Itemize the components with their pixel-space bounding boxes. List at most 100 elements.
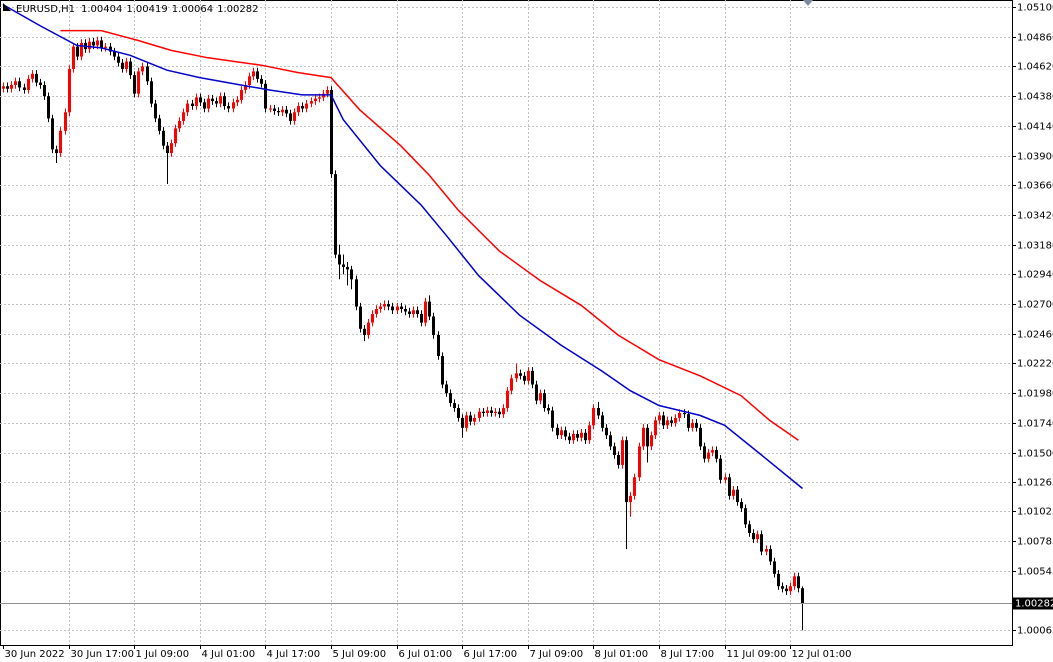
candle-body	[27, 78, 30, 90]
candle-body	[359, 306, 362, 329]
y-tick-label: 1.00785	[1017, 537, 1053, 548]
candle-body	[621, 440, 624, 465]
candle-body	[473, 417, 476, 422]
candle-body	[260, 78, 263, 84]
x-tick-label: 12 Jul 01:00	[792, 649, 852, 660]
candle-body	[765, 549, 768, 552]
candle-body	[166, 145, 169, 154]
candle-body	[158, 118, 161, 131]
candle-body	[432, 316, 435, 335]
x-tick-label: 7 Jul 09:00	[530, 649, 584, 660]
candle-body	[92, 41, 95, 46]
candle-body	[465, 415, 468, 428]
candle-body	[539, 393, 542, 401]
price-label: 1.00282	[1015, 599, 1053, 610]
candle-body	[478, 411, 481, 418]
candle-body	[785, 588, 788, 592]
candle-body	[752, 533, 755, 540]
candle-body	[273, 108, 276, 112]
symbol: EURUSD,H1	[16, 4, 75, 15]
candle-body	[777, 573, 780, 587]
candle-body	[297, 106, 300, 113]
candle-body	[564, 430, 567, 437]
candle-body	[547, 408, 550, 411]
candle-body	[638, 446, 641, 478]
candle-body	[654, 420, 657, 436]
candle-body	[35, 73, 38, 83]
candle-body	[715, 450, 718, 459]
candle-body	[314, 98, 317, 102]
y-tick-label: 1.00065	[1017, 626, 1053, 637]
candle-body	[232, 102, 235, 109]
candle-body	[592, 408, 595, 426]
candle-body	[494, 411, 497, 413]
candle-body	[211, 98, 214, 102]
candle-body	[55, 149, 58, 154]
candle-body	[162, 130, 165, 146]
candle-body	[100, 40, 103, 48]
candle-body	[207, 98, 210, 109]
y-tick-label: 1.02220	[1017, 359, 1053, 370]
candle-body	[560, 430, 563, 436]
candle-body	[662, 415, 665, 426]
candle-body	[396, 306, 399, 311]
candle-body	[601, 415, 604, 428]
candle-body	[404, 309, 407, 312]
symbol-icon	[3, 3, 11, 11]
y-tick-label: 1.01265	[1017, 478, 1053, 489]
candle-body	[428, 301, 431, 317]
moving-average	[2, 3, 803, 490]
candle-body	[248, 76, 251, 86]
candle-body	[683, 412, 686, 415]
candle-body	[588, 425, 591, 441]
y-tick-label: 1.00545	[1017, 567, 1053, 578]
candle-body	[363, 328, 366, 335]
candle-body	[748, 524, 751, 534]
x-tick-label: 5 Jul 09:00	[333, 649, 387, 660]
candle-body	[441, 356, 444, 385]
candle-body	[80, 42, 83, 57]
x-tick-label: 1 Jul 09:00	[136, 649, 190, 660]
y-tick-label: 1.01025	[1017, 507, 1053, 518]
candle-body	[285, 109, 288, 114]
y-tick-label: 1.05100	[1017, 3, 1053, 14]
candle-body	[141, 66, 144, 72]
x-tick-label: 8 Jul 17:00	[661, 649, 715, 660]
candle-body	[346, 266, 349, 270]
candle-body	[375, 309, 378, 314]
candle-body	[711, 450, 714, 453]
candle-body	[64, 112, 67, 131]
candle-body	[642, 427, 645, 447]
candle-body	[31, 73, 34, 79]
candle-body	[744, 508, 747, 525]
candle-body	[310, 101, 313, 104]
y-tick-label: 1.02460	[1017, 330, 1053, 341]
candle-body	[556, 427, 559, 436]
candle-body	[678, 412, 681, 418]
candle-body	[383, 304, 386, 307]
candle-body	[379, 306, 382, 310]
last-low: 1.00064	[172, 4, 213, 15]
candle-body	[515, 373, 518, 379]
candle-body	[527, 370, 530, 381]
candle-body	[191, 103, 194, 107]
candle-body	[14, 81, 17, 86]
candle-body	[256, 71, 259, 79]
last-open: 1.00404	[81, 4, 122, 15]
candle-body	[699, 427, 702, 447]
moving-average	[60, 29, 799, 441]
candle-body	[793, 576, 796, 587]
candle-body	[486, 410, 489, 413]
candle-body	[150, 81, 153, 104]
last-high: 1.00419	[126, 4, 167, 15]
y-tick-label: 1.04380	[1017, 92, 1053, 103]
candle-body	[568, 436, 571, 441]
candle-body	[580, 432, 583, 438]
candle-body	[789, 586, 792, 592]
candle-body	[289, 113, 292, 121]
candle-body	[617, 455, 620, 465]
candle-body	[391, 306, 394, 311]
candle-body	[453, 403, 456, 409]
candle-body	[605, 427, 608, 436]
candle-body	[199, 97, 202, 103]
